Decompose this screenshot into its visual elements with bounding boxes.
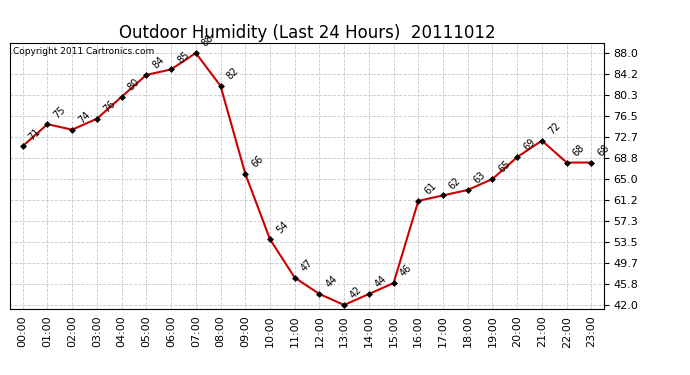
Text: 82: 82 (225, 66, 241, 82)
Text: 68: 68 (595, 142, 611, 158)
Text: 44: 44 (324, 274, 339, 290)
Text: 72: 72 (546, 121, 562, 136)
Text: 65: 65 (497, 159, 513, 175)
Text: 46: 46 (397, 263, 413, 279)
Text: 54: 54 (274, 219, 290, 235)
Text: 69: 69 (522, 137, 537, 153)
Title: Outdoor Humidity (Last 24 Hours)  20111012: Outdoor Humidity (Last 24 Hours) 2011101… (119, 24, 495, 42)
Text: 76: 76 (101, 99, 117, 114)
Text: 74: 74 (77, 110, 92, 126)
Text: 44: 44 (373, 274, 388, 290)
Text: 85: 85 (175, 50, 191, 65)
Text: 68: 68 (571, 142, 586, 158)
Text: 61: 61 (422, 181, 438, 197)
Text: 66: 66 (249, 154, 265, 170)
Text: Copyright 2011 Cartronics.com: Copyright 2011 Cartronics.com (13, 47, 155, 56)
Text: 84: 84 (150, 55, 166, 71)
Text: 63: 63 (472, 170, 488, 186)
Text: 80: 80 (126, 77, 141, 93)
Text: 88: 88 (200, 33, 216, 49)
Text: 71: 71 (27, 126, 43, 142)
Text: 42: 42 (348, 285, 364, 301)
Text: 75: 75 (52, 104, 68, 120)
Text: 62: 62 (447, 176, 463, 191)
Text: 47: 47 (299, 258, 315, 273)
